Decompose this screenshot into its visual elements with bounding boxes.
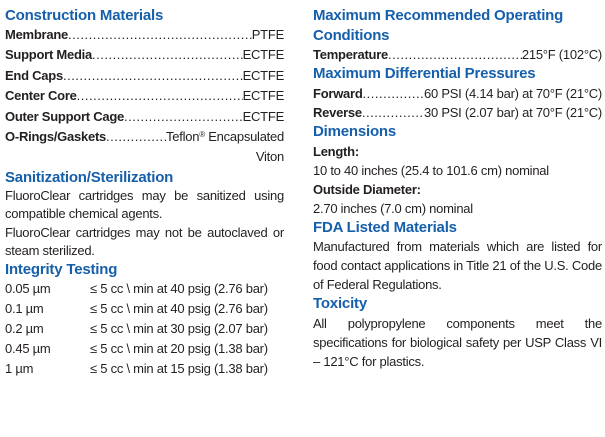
toxicity-heading: Toxicity (313, 295, 367, 313)
spec-value: 30 PSI (2.07 bar) at 70°F (21°C) (424, 105, 602, 121)
spec-value: 215°F (102°C) (521, 47, 602, 62)
spec-row-support-media: Support Media ECTFE (5, 45, 284, 65)
spec-row-o-rings-gaskets: O-Rings/Gaskets Teflon® Encapsulated (5, 127, 284, 147)
dot-leader (106, 127, 166, 147)
dot-leader (362, 103, 424, 122)
section-operating-conditions: Maximum Recommended Operating Conditions… (313, 6, 602, 64)
pore-size: 1 µm (5, 360, 34, 376)
section-construction-materials: Construction Materials Membrane PTFE Sup… (5, 6, 284, 168)
spec-label: Forward (313, 85, 363, 101)
spec-row-end-caps: End Caps ECTFE (5, 66, 284, 86)
spec-label: Center Core (5, 88, 77, 104)
spec-value: ECTFE (242, 108, 285, 124)
spec-value-overflow: Viton (255, 149, 284, 165)
spec-label: Membrane (5, 27, 69, 42)
spec-row-forward: Forward 60 PSI (4.14 bar) at 70°F (21°C) (313, 84, 602, 103)
dot-leader (63, 66, 243, 86)
dot-leader (388, 45, 522, 64)
construction-materials-heading: Construction Materials (5, 7, 164, 24)
spec-label: Temperature (313, 47, 389, 62)
section-toxicity: Toxicity All polypropylene components me… (313, 294, 602, 371)
integrity-spec: ≤ 5 cc \ min at 20 psig (1.38 bar) (90, 340, 268, 356)
spec-label: Support Media (5, 47, 93, 63)
integrity-spec: ≤ 5 cc \ min at 40 psig (2.76 bar) (90, 281, 268, 297)
toxicity-paragraph: All polypropylene components meet the sp… (313, 315, 602, 369)
section-fda-listed-materials: FDA Listed Materials Manufactured from m… (313, 218, 602, 295)
operating-conditions-heading: Maximum Recommended Operating Conditions (313, 7, 564, 44)
section-dimensions: Dimensions Length: 10 to 40 inches (25.4… (313, 122, 602, 218)
spec-value: PTFE (251, 27, 284, 42)
spec-row-center-core: Center Core ECTFE (5, 86, 284, 106)
left-column: Construction Materials Membrane PTFE Sup… (5, 6, 284, 378)
pore-size: 0.45 µm (5, 340, 51, 356)
spec-row-temperature: Temperature 215°F (102°C) (313, 45, 602, 64)
integrity-row: 0.05 µm ≤ 5 cc \ min at 40 psig (2.76 ba… (5, 279, 284, 299)
integrity-row: 0.1 µm ≤ 5 cc \ min at 40 psig (2.76 bar… (5, 299, 284, 319)
dimension-value-outside-diameter: 2.70 inches (7.0 cm) nominal (313, 200, 473, 216)
integrity-spec: ≤ 5 cc \ min at 15 psig (1.38 bar) (90, 360, 268, 376)
spec-value-product: Teflon (165, 129, 200, 145)
pore-size: 0.05 µm (5, 281, 51, 297)
integrity-row: 0.45 µm ≤ 5 cc \ min at 20 psig (1.38 ba… (5, 339, 284, 359)
dimension-value-length: 10 to 40 inches (25.4 to 101.6 cm) nomin… (313, 162, 549, 178)
integrity-row: 1 µm ≤ 5 cc \ min at 15 psig (1.38 bar) (5, 359, 284, 379)
right-column: Maximum Recommended Operating Conditions… (313, 6, 602, 371)
spec-row-reverse: Reverse 30 PSI (2.07 bar) at 70°F (21°C) (313, 103, 602, 122)
spec-label: End Caps (5, 67, 63, 83)
section-sanitization-sterilization: Sanitization/Sterilization FluoroClear c… (5, 168, 284, 261)
section-differential-pressures: Maximum Differential Pressures Forward 6… (313, 64, 602, 122)
dot-leader (68, 25, 252, 45)
integrity-spec: ≤ 5 cc \ min at 40 psig (2.76 bar) (90, 301, 268, 317)
integrity-row: 0.2 µm ≤ 5 cc \ min at 30 psig (2.07 bar… (5, 319, 284, 339)
registered-trademark-symbol: ® (199, 130, 205, 140)
dot-leader (77, 86, 243, 106)
fda-heading: FDA Listed Materials (313, 218, 457, 236)
spec-value: ECTFE (242, 47, 285, 63)
fda-paragraph: Manufactured from materials which are li… (313, 239, 602, 293)
dimensions-heading: Dimensions (313, 123, 397, 141)
integrity-testing-heading: Integrity Testing (5, 261, 118, 279)
spec-label: O-Rings/Gaskets (5, 129, 107, 145)
spec-label: Outer Support Cage (5, 108, 125, 124)
spec-value: ECTFE (242, 88, 285, 104)
spec-value-rest: Encapsulated (208, 129, 284, 145)
sanitization-heading: Sanitization/Sterilization (5, 168, 174, 186)
dimension-label-length: Length: (313, 143, 359, 159)
integrity-spec: ≤ 5 cc \ min at 30 psig (2.07 bar) (90, 321, 268, 337)
differential-pressures-heading: Maximum Differential Pressures (313, 65, 536, 83)
section-integrity-testing: Integrity Testing 0.05 µm ≤ 5 cc \ min a… (5, 260, 284, 378)
spec-row-membrane: Membrane PTFE (5, 25, 284, 45)
dot-leader (363, 84, 424, 103)
spec-value: Teflon® Encapsulated (166, 127, 284, 147)
spec-value: ECTFE (242, 67, 285, 83)
dot-leader (92, 45, 243, 65)
pore-size: 0.1 µm (5, 301, 44, 317)
spec-label: Reverse (313, 105, 362, 121)
dot-leader (124, 107, 243, 127)
sanitization-paragraph-2: FluoroClear cartridges may not be autocl… (5, 224, 284, 259)
dimension-label-outside-diameter: Outside Diameter: (313, 181, 421, 197)
spec-row-outer-support-cage: Outer Support Cage ECTFE (5, 107, 284, 127)
pore-size: 0.2 µm (5, 321, 44, 337)
sanitization-paragraph-1: FluoroClear cartridges may be sanitized … (5, 187, 284, 222)
spec-value: 60 PSI (4.14 bar) at 70°F (21°C) (424, 85, 602, 101)
